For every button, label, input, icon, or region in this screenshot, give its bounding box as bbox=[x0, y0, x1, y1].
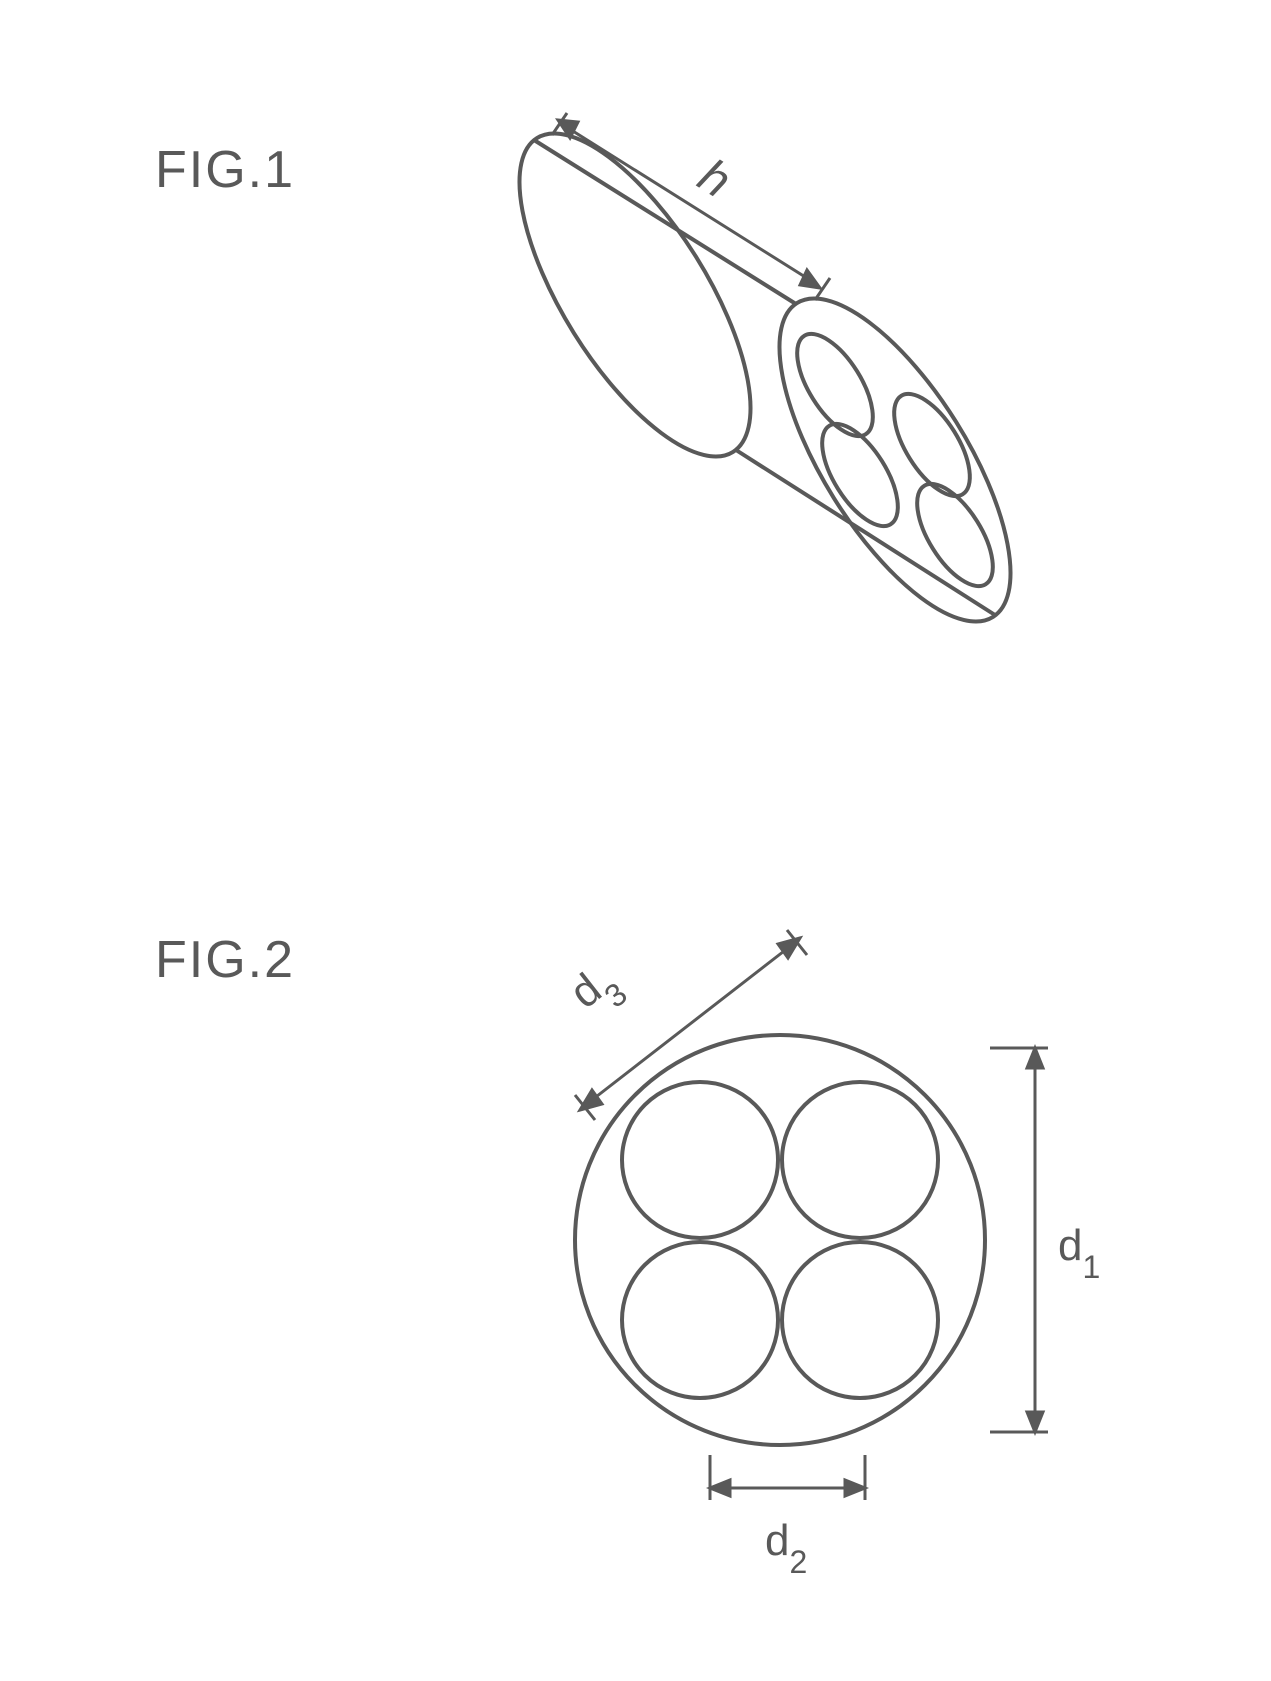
dim-d1-label: d1 bbox=[1058, 1221, 1100, 1285]
figure2-diagram: d1 d2 d3 bbox=[420, 900, 1170, 1625]
dim-h-label: h bbox=[689, 149, 740, 208]
figure1-diagram: h bbox=[450, 100, 1150, 705]
dim-d3-label: d3 bbox=[561, 953, 634, 1029]
dim-d2-label: d2 bbox=[765, 1516, 807, 1580]
figure2-label: FIG.2 bbox=[155, 930, 295, 990]
figure1-label: FIG.1 bbox=[155, 140, 295, 200]
